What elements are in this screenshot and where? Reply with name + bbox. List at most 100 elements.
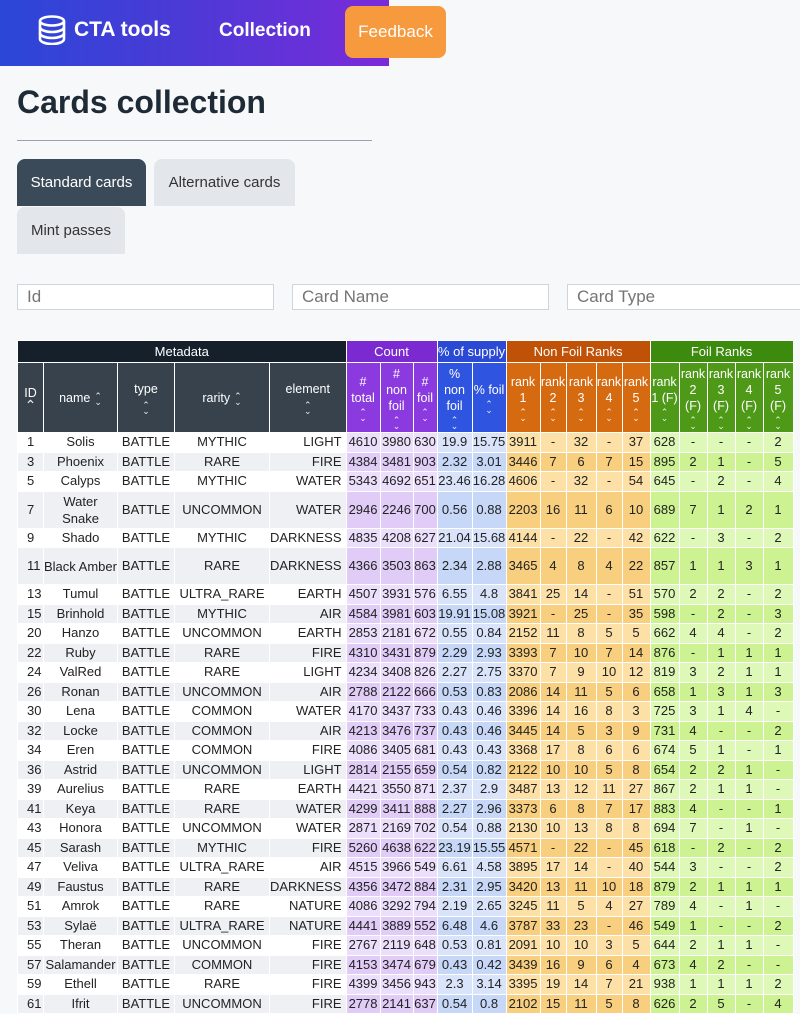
table-row[interactable]: 24 ValRed BATTLE RARE LIGHT 4234 3408 826 2.27 2.… — [17, 662, 794, 683]
table-row[interactable]: 26 Ronan BATTLE UNCOMMON AIR 2788 2122 666 0.53 0… — [17, 681, 794, 702]
table-row[interactable]: 51 Amrok BATTLE RARE NATURE 4086 3292 794 2.19 2.… — [17, 896, 794, 917]
table-row[interactable]: 5 Calyps BATTLE MYTHIC WATER 5343 4692 651 23.46… — [17, 471, 794, 492]
cell-type: BATTLE — [117, 547, 175, 585]
feedback-button[interactable]: Feedback — [345, 6, 446, 58]
card-type-filter-input[interactable] — [567, 284, 800, 310]
tab-standard-cards[interactable]: Standard cards — [17, 159, 146, 206]
cell-rarity: RARE — [174, 876, 270, 897]
table-row[interactable]: 45 Sarash BATTLE MYTHIC FIRE 5260 4638 622 23.19… — [17, 837, 794, 858]
sort-both-icon[interactable]: ⌃ ⌄ — [549, 407, 557, 423]
table-row[interactable]: 7 Water Snake BATTLE UNCOMMON WATER 2946 2246 7… — [17, 490, 794, 529]
col-header-pct-non-foil[interactable]: % non foil ⌃ ⌄ — [436, 362, 473, 433]
cell-element: DARKNESS — [269, 547, 347, 585]
cell-total: 4507 — [345, 584, 381, 605]
cell-total: 4441 — [345, 915, 381, 936]
cell-rank-5-f: 3 — [762, 681, 794, 702]
brand-link[interactable]: CTA tools — [38, 15, 171, 45]
sort-both-icon[interactable]: ⌃ ⌄ — [745, 415, 753, 431]
col-header-element[interactable]: element ⌃ ⌄ — [269, 362, 347, 433]
cell-rank-4-f: - — [734, 954, 764, 975]
table-row[interactable]: 39 Aurelius BATTLE RARE EARTH 4421 3550 871 2.37… — [17, 779, 794, 800]
table-row[interactable]: 49 Faustus BATTLE RARE DARKNESS 4356 3472 884 2.… — [17, 876, 794, 897]
table-row[interactable]: 3 Phoenix BATTLE RARE FIRE 4384 3481 903 2.32 3.0… — [17, 451, 794, 472]
sort-both-icon[interactable]: ⌃ ⌄ — [359, 407, 367, 423]
cell-rank-2: 11 — [539, 896, 567, 917]
table-row[interactable]: 13 Tumul BATTLE ULTRA_RARE EARTH 4507 3931 576 6… — [17, 584, 794, 605]
col-header-non-foil[interactable]: # non foil ⌃ ⌄ — [379, 362, 414, 433]
id-filter-input[interactable] — [17, 284, 274, 310]
sort-both-icon[interactable]: ⌃ ⌄ — [717, 415, 725, 431]
table-row[interactable]: 9 Shado BATTLE MYTHIC DARKNESS 4835 4208 627 21.… — [17, 527, 794, 548]
table-row[interactable]: 11 Black Amber BATTLE RARE DARKNESS 4366 3503 8… — [17, 547, 794, 585]
col-header-name[interactable]: name ⌃ ⌄ — [43, 362, 118, 433]
col-header-pct-foil[interactable]: % foil ⌃ ⌄ — [471, 362, 507, 433]
col-header-rank-5[interactable]: rank 5 ⌃ ⌄ — [621, 362, 651, 433]
table-row[interactable]: 47 Veliva BATTLE ULTRA_RARE AIR 4515 3966 549 6.… — [17, 857, 794, 878]
sort-both-icon[interactable]: ⌃ ⌄ — [94, 391, 102, 407]
col-header-id[interactable]: ID ⌃ — [17, 362, 44, 433]
sort-both-icon[interactable]: ⌃ ⌄ — [660, 407, 669, 423]
table-row[interactable]: 43 Honora BATTLE UNCOMMON WATER 2871 2169 702 0.… — [17, 818, 794, 839]
sort-asc-icon[interactable]: ⌃ — [24, 397, 37, 413]
cell-rank-3-f: - — [706, 432, 736, 453]
col-header-rank-2-f[interactable]: rank 2 (F) ⌃ ⌄ — [678, 362, 708, 433]
table-row[interactable]: 53 Sylaë BATTLE ULTRA_RARE NATURE 4441 3889 552… — [17, 915, 794, 936]
cell-non-foil: 3889 — [379, 915, 414, 936]
table-row[interactable]: 34 Eren BATTLE COMMON FIRE 4086 3405 681 0.43 0.4… — [17, 740, 794, 761]
col-header-type[interactable]: type ⌃ ⌄ — [117, 362, 175, 433]
cell-pct-non-foil: 0.55 — [436, 623, 473, 644]
table-row[interactable]: 55 Theran BATTLE UNCOMMON FIRE 2767 2119 648 0.5… — [17, 935, 794, 956]
sort-both-icon[interactable]: ⌃ ⌄ — [234, 391, 242, 407]
col-header-total[interactable]: # total ⌃ ⌄ — [345, 362, 381, 433]
sort-both-icon[interactable]: ⌃ ⌄ — [689, 415, 697, 431]
sort-both-icon[interactable]: ⌃ ⌄ — [303, 400, 312, 416]
col-header-rarity[interactable]: rarity ⌃ ⌄ — [174, 362, 270, 433]
col-header-rank-4-f[interactable]: rank 4 (F) ⌃ ⌄ — [734, 362, 764, 433]
sort-both-icon[interactable]: ⌃ ⌄ — [605, 407, 613, 423]
cell-pct-non-foil: 19.9 — [436, 432, 473, 453]
col-header-foil[interactable]: # foil ⌃ ⌄ — [412, 362, 438, 433]
col-header-rank-3-f[interactable]: rank 3 (F) ⌃ ⌄ — [706, 362, 736, 433]
cell-rank-4-f: - — [734, 993, 764, 1014]
sort-both-icon[interactable]: ⌃ ⌄ — [421, 407, 429, 423]
sort-both-icon[interactable]: ⌃ ⌄ — [774, 415, 782, 431]
table-row[interactable]: 20 Hanzo BATTLE UNCOMMON EARTH 2853 2181 672 0.5… — [17, 623, 794, 644]
col-header-rank-5-f[interactable]: rank 5 (F) ⌃ ⌄ — [762, 362, 794, 433]
sort-both-icon[interactable]: ⌃ ⌄ — [577, 407, 585, 423]
table-row[interactable]: 36 Astrid BATTLE UNCOMMON LIGHT 2814 2155 659 0.… — [17, 759, 794, 780]
col-header-rank-3[interactable]: rank 3 ⌃ ⌄ — [565, 362, 597, 433]
cell-pct-foil: 2.96 — [471, 798, 507, 819]
tab-alternative-cards[interactable]: Alternative cards — [154, 159, 295, 206]
col-header-label: 2 — [549, 391, 557, 405]
nav-collection-link[interactable]: Collection — [219, 20, 311, 41]
table-row[interactable]: 30 Lena BATTLE COMMON WATER 4170 3437 733 0.43 0.… — [17, 701, 794, 722]
sort-both-icon[interactable]: ⌃ ⌄ — [450, 415, 459, 431]
sort-both-icon[interactable]: ⌃ ⌄ — [392, 415, 401, 431]
table-row[interactable]: 41 Keya BATTLE RARE WATER 4299 3411 888 2.27 2.96… — [17, 798, 794, 819]
table-row[interactable]: 15 Brinhold BATTLE MYTHIC AIR 4584 3981 603 19.9… — [17, 603, 794, 624]
cell-non-foil: 2246 — [379, 490, 414, 529]
cell-rank-1: 3446 — [505, 451, 541, 472]
col-header-label: (F) — [770, 399, 787, 413]
table-row[interactable]: 59 Ethell BATTLE RARE FIRE 4399 3456 943 2.3 3.14… — [17, 974, 794, 995]
col-header-rank-1[interactable]: rank 1 ⌃ ⌄ — [505, 362, 541, 433]
col-header-rank-4[interactable]: rank 4 ⌃ ⌄ — [595, 362, 623, 433]
sort-both-icon[interactable]: ⌃ ⌄ — [142, 400, 150, 416]
table-row[interactable]: 61 Ifrit BATTLE UNCOMMON FIRE 2778 2141 637 0.54… — [17, 993, 794, 1014]
table-row[interactable]: 57 Salamander BATTLE COMMON FIRE 4153 3474 679 0… — [17, 954, 794, 975]
sort-both-icon[interactable]: ⌃ ⌄ — [485, 399, 493, 415]
col-header-rank-2[interactable]: rank 2 ⌃ ⌄ — [539, 362, 567, 433]
cell-pct-non-foil: 0.54 — [436, 993, 473, 1014]
cell-pct-non-foil: 2.19 — [436, 896, 473, 917]
card-name-filter-input[interactable] — [292, 284, 549, 310]
sort-both-icon[interactable]: ⌃ ⌄ — [519, 407, 527, 423]
table-row[interactable]: 22 Ruby BATTLE RARE FIRE 4310 3431 879 2.29 2.93 3… — [17, 642, 794, 663]
cell-rank-5: 8 — [621, 759, 651, 780]
tab-mint-passes[interactable]: Mint passes — [17, 207, 125, 254]
table-row[interactable]: 32 Locke BATTLE COMMON AIR 4213 3476 737 0.43 0.4… — [17, 720, 794, 741]
col-header-rank-1-f[interactable]: rank 1 (F) ⌃ ⌄ — [649, 362, 680, 433]
col-header-label: element — [285, 382, 330, 396]
table-row[interactable]: 1 Solis BATTLE MYTHIC LIGHT 4610 3980 630 19.9 15… — [17, 432, 794, 453]
cell-rank-2: 14 — [539, 681, 567, 702]
sort-both-icon[interactable]: ⌃ ⌄ — [632, 407, 640, 423]
